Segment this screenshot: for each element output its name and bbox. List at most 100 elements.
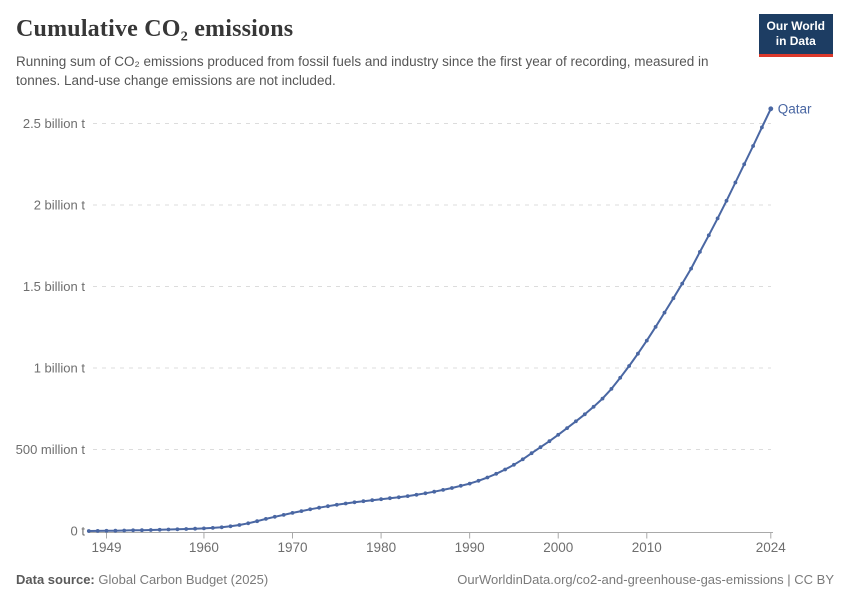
data-point[interactable] — [715, 216, 720, 221]
data-point[interactable] — [281, 513, 286, 517]
data-point[interactable] — [671, 296, 676, 301]
data-point[interactable] — [308, 507, 313, 512]
data-point[interactable] — [609, 387, 614, 391]
data-point[interactable] — [768, 106, 774, 112]
data-point[interactable] — [370, 498, 375, 503]
data-point[interactable] — [326, 504, 330, 509]
data-point[interactable] — [760, 125, 764, 130]
data-point[interactable] — [742, 162, 747, 167]
y-tick-label: 1.5 billion t — [23, 279, 86, 294]
data-point[interactable] — [299, 509, 304, 513]
data-point[interactable] — [122, 528, 127, 533]
data-point[interactable] — [574, 419, 578, 424]
data-point[interactable] — [689, 266, 693, 271]
data-point[interactable] — [131, 528, 136, 533]
data-point[interactable] — [538, 445, 543, 450]
data-point[interactable] — [520, 457, 525, 462]
data-source-value: Global Carbon Budget (2025) — [98, 572, 269, 587]
data-point[interactable] — [644, 338, 649, 343]
data-point[interactable] — [724, 198, 729, 203]
data-point[interactable] — [600, 396, 605, 401]
x-tick-label: 1949 — [91, 540, 121, 555]
data-point[interactable] — [529, 451, 534, 456]
data-point[interactable] — [255, 519, 259, 524]
x-tick-label: 1960 — [189, 540, 219, 555]
data-point[interactable] — [317, 505, 321, 510]
data-point[interactable] — [680, 281, 685, 286]
data-point[interactable] — [458, 483, 463, 488]
data-point[interactable] — [148, 528, 153, 532]
data-point[interactable] — [636, 351, 640, 356]
data-source-label: Data source: — [16, 572, 95, 587]
data-point[interactable] — [441, 488, 445, 492]
data-point[interactable] — [166, 527, 171, 532]
data-point[interactable] — [113, 528, 118, 533]
data-point[interactable] — [396, 495, 401, 500]
data-point[interactable] — [334, 502, 339, 507]
x-tick-label: 1970 — [277, 540, 307, 555]
data-point[interactable] — [467, 481, 472, 486]
data-point[interactable] — [706, 233, 711, 238]
data-point[interactable] — [565, 426, 569, 430]
x-tick-label: 1990 — [455, 540, 485, 555]
data-point[interactable] — [618, 375, 623, 380]
y-tick-label: 2 billion t — [34, 198, 86, 213]
x-tick-label: 1980 — [366, 540, 396, 555]
qatar-line[interactable] — [88, 108, 772, 532]
data-point[interactable] — [272, 514, 277, 519]
data-point[interactable] — [193, 526, 198, 531]
data-point[interactable] — [450, 486, 454, 490]
data-point[interactable] — [476, 478, 481, 483]
data-point[interactable] — [237, 523, 242, 527]
data-point[interactable] — [104, 528, 109, 533]
data-point[interactable] — [343, 501, 348, 506]
data-point[interactable] — [503, 467, 507, 472]
data-point[interactable] — [582, 412, 587, 417]
data-point[interactable] — [246, 521, 251, 526]
page-title: Cumulative CO₂ emissions — [16, 16, 294, 42]
data-point[interactable] — [352, 500, 357, 505]
data-point[interactable] — [547, 439, 552, 444]
data-point[interactable] — [414, 492, 419, 497]
data-point[interactable] — [653, 325, 658, 329]
data-source: Data source: Global Carbon Budget (2025) — [16, 572, 268, 587]
data-point[interactable] — [157, 527, 162, 532]
data-point[interactable] — [494, 471, 499, 476]
data-point[interactable] — [698, 250, 702, 254]
data-point[interactable] — [264, 517, 268, 521]
footer-link[interactable]: OurWorldinData.org/co2-and-greenhouse-ga… — [457, 572, 834, 587]
data-point[interactable] — [627, 364, 631, 368]
data-point[interactable] — [86, 529, 91, 533]
data-point[interactable] — [512, 462, 516, 467]
data-point[interactable] — [361, 499, 366, 504]
data-point[interactable] — [405, 494, 410, 498]
data-point[interactable] — [210, 526, 215, 530]
data-point[interactable] — [175, 527, 180, 532]
data-point[interactable] — [202, 526, 206, 531]
data-point[interactable] — [388, 496, 392, 501]
data-point[interactable] — [228, 524, 233, 529]
data-point[interactable] — [219, 525, 224, 530]
data-point[interactable] — [591, 404, 596, 409]
x-tick-label: 2000 — [543, 540, 573, 555]
data-point[interactable] — [432, 489, 437, 494]
data-point[interactable] — [184, 527, 189, 531]
data-point[interactable] — [95, 529, 100, 533]
chart-subtitle: Running sum of CO₂ emissions produced fr… — [16, 54, 709, 89]
data-point[interactable] — [733, 180, 738, 185]
data-point[interactable] — [379, 497, 383, 502]
owid-logo[interactable]: Our World in Data — [758, 14, 833, 57]
data-point[interactable] — [485, 475, 490, 480]
data-point[interactable] — [662, 310, 667, 315]
data-point[interactable] — [423, 491, 428, 496]
chart-footer: Data source: Global Carbon Budget (2025)… — [16, 572, 834, 587]
data-point[interactable] — [140, 528, 144, 533]
x-tick-label: 2010 — [632, 540, 662, 555]
logo-line2: in Data — [775, 34, 816, 49]
data-point[interactable] — [751, 144, 755, 148]
series-label[interactable]: Qatar — [778, 101, 812, 116]
data-point[interactable] — [556, 432, 561, 437]
data-point[interactable] — [290, 511, 295, 515]
